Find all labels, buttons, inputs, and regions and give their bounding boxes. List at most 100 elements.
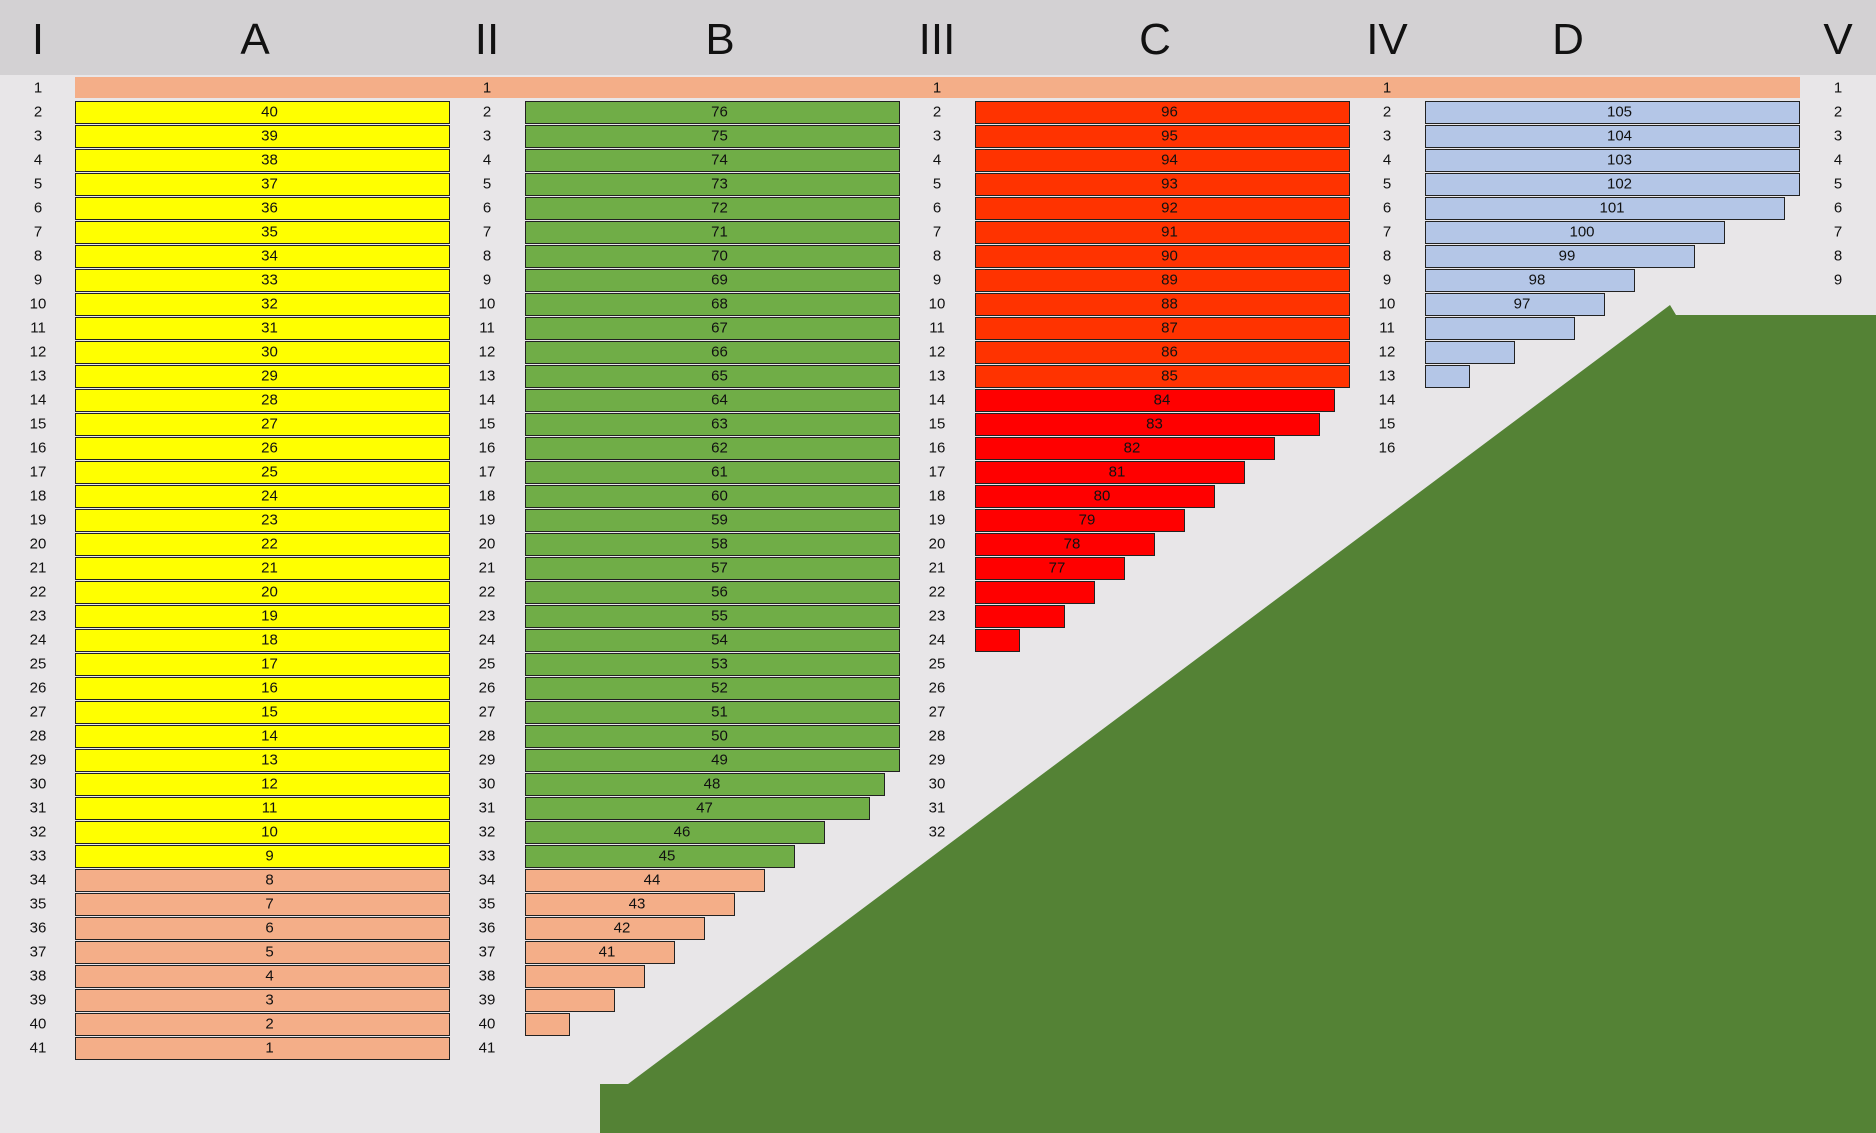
row-number-iii: 12 [928, 343, 946, 361]
bar-a [75, 389, 450, 412]
bar-b [525, 653, 900, 676]
column-header-iii: III [918, 15, 956, 64]
row-number-ii: 7 [482, 223, 492, 241]
bar-a [75, 197, 450, 220]
bar-b [525, 965, 645, 988]
bar-b [525, 845, 795, 868]
row-number-i: 7 [33, 223, 43, 241]
bar-value-label: 74 [711, 151, 728, 169]
row-number-ii: 22 [478, 583, 496, 601]
row-number-ii: 32 [478, 823, 496, 841]
row-number-iii: 23 [928, 607, 946, 625]
bar-b [525, 749, 900, 772]
bar-value-label: 15 [261, 703, 278, 721]
row-number-ii: 24 [478, 631, 496, 649]
bar-b [525, 485, 900, 508]
row-number-iii: 25 [928, 655, 946, 673]
row-number-iv: 6 [1382, 199, 1392, 217]
bar-value-label: 87 [1161, 319, 1178, 337]
spine-row-label: 1 [482, 79, 492, 97]
bar-value-label: 67 [711, 319, 728, 337]
bar-a [75, 725, 450, 748]
bar-value-label: 88 [1161, 295, 1178, 313]
bar-b [525, 293, 900, 316]
bar-value-label: 32 [261, 295, 278, 313]
row-number-iii: 20 [928, 535, 946, 553]
bar-b [525, 701, 900, 724]
row-number-v: 6 [1833, 199, 1843, 217]
bar-value-label: 93 [1161, 175, 1178, 193]
bar-a [75, 245, 450, 268]
row-number-ii: 38 [478, 967, 496, 985]
bar-value-label: 21 [261, 559, 278, 577]
row-number-iii: 29 [928, 751, 946, 769]
row-number-ii: 37 [478, 943, 496, 961]
row-number-i: 33 [29, 847, 47, 865]
row-number-ii: 9 [482, 271, 492, 289]
row-number-iv: 10 [1378, 295, 1396, 313]
bar-c [975, 221, 1350, 244]
bar-value-label: 101 [1599, 199, 1625, 217]
row-number-i: 19 [29, 511, 47, 529]
row-number-i: 9 [33, 271, 43, 289]
row-number-i: 21 [29, 559, 47, 577]
column-header-band [0, 0, 1876, 75]
row-number-i: 34 [29, 871, 47, 889]
bar-value-label: 54 [711, 631, 728, 649]
bar-b [525, 533, 900, 556]
row-number-i: 39 [29, 991, 47, 1009]
row-number-ii: 25 [478, 655, 496, 673]
row-number-i: 5 [33, 175, 43, 193]
bar-value-label: 18 [261, 631, 278, 649]
bar-b [525, 365, 900, 388]
bar-b [525, 725, 900, 748]
bar-value-label: 61 [711, 463, 728, 481]
bar-c [975, 245, 1350, 268]
bar-value-label: 10 [261, 823, 278, 841]
bar-value-label: 96 [1161, 103, 1178, 121]
bar-b [525, 581, 900, 604]
bar-b [525, 221, 900, 244]
row-number-iii: 26 [928, 679, 946, 697]
bar-value-label: 84 [1153, 391, 1171, 409]
bar-a [75, 461, 450, 484]
bar-value-label: 103 [1606, 151, 1633, 169]
bar-d [1425, 269, 1635, 292]
bar-c [975, 197, 1350, 220]
bar-d [1425, 125, 1800, 148]
row-number-i: 26 [29, 679, 47, 697]
bar-value-label: 41 [598, 943, 616, 961]
bar-b [525, 437, 900, 460]
bar-value-label: 49 [711, 751, 728, 769]
bar-value-label: 80 [1093, 487, 1111, 505]
bar-a [75, 533, 450, 556]
bar-b [525, 269, 900, 292]
bar-value-label: 104 [1606, 127, 1633, 145]
bar-value-label: 17 [261, 655, 278, 673]
bar-value-label: 98 [1528, 271, 1546, 289]
bar-b [525, 149, 900, 172]
row-number-iii: 16 [928, 439, 946, 457]
bar-b [525, 461, 900, 484]
bar-value-label: 31 [261, 319, 278, 337]
row-number-i: 41 [29, 1039, 47, 1057]
row-number-iv: 13 [1378, 367, 1396, 385]
bar-value-label: 25 [261, 463, 278, 481]
column-header-v: V [1823, 15, 1853, 64]
row-number-i: 13 [29, 367, 47, 385]
bar-b [525, 125, 900, 148]
row-number-i: 8 [33, 247, 43, 265]
bar-b [525, 389, 900, 412]
bar-d [1425, 149, 1800, 172]
bar-b [525, 173, 900, 196]
bar-b [525, 245, 900, 268]
bar-c [975, 557, 1125, 580]
row-number-v: 3 [1833, 127, 1843, 145]
bar-c [975, 389, 1335, 412]
bar-value-label: 60 [711, 487, 728, 505]
bar-value-label: 76 [711, 103, 728, 121]
bar-a [75, 173, 450, 196]
bar-d [1425, 293, 1605, 316]
bar-value-label: 33 [261, 271, 278, 289]
row-number-i: 4 [33, 151, 43, 169]
